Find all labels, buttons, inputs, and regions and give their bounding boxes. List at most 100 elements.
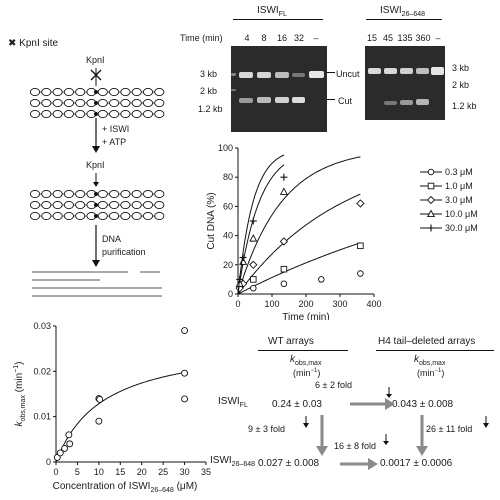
legend-marker <box>420 182 442 190</box>
gel-trunc-lane-label: 45 <box>382 33 393 43</box>
col1-k-label: kobs,max <box>290 354 321 367</box>
kpni-site-marker <box>94 112 98 116</box>
row2-label: ISWI26–648 <box>210 455 256 468</box>
series <box>236 154 288 295</box>
gel-trunc-marker-3kb: 3 kb <box>452 63 470 73</box>
nucleosome <box>75 98 86 108</box>
nucleosome <box>41 109 52 119</box>
nucleosome <box>142 211 154 221</box>
gel-fl-lane-label: – <box>313 33 319 43</box>
col1-header-rule <box>258 350 348 351</box>
nucleosome <box>97 189 108 199</box>
nucleosome <box>120 98 131 108</box>
data-point <box>280 265 288 273</box>
y-tick-label: 20 <box>223 260 233 270</box>
x-tick-label: 20 <box>137 467 147 477</box>
nucleosome <box>120 189 131 199</box>
x-tick-label: 30 <box>180 467 190 477</box>
kobs-concentration-chart: 0 0.01 0.02 0.03 0 5 10 15 20 25 30 35Concentration… <box>13 321 211 494</box>
nucleosome <box>154 189 165 199</box>
legend-marker <box>420 168 442 176</box>
legend-item: 10.0 μM <box>420 207 478 221</box>
gel-trunc-title-sub: 26–648 <box>401 11 426 18</box>
gel-fl-title-rule <box>233 19 323 20</box>
nucleosome <box>154 98 165 108</box>
nucleosome <box>120 200 131 210</box>
fit-curve <box>237 154 285 295</box>
gel-trunc-marker-2kb: 2 kb <box>452 80 470 90</box>
kpni-top-label: KpnI <box>86 55 105 65</box>
y-axis-label: kobs,max (min−1) <box>13 361 27 426</box>
nucleosome <box>41 211 52 221</box>
nucleosome <box>75 109 86 119</box>
y-axis-label: Cut DNA (%) <box>206 192 217 249</box>
data-point <box>56 449 64 457</box>
fold-bottom: 16 ± 8 fold <box>334 441 376 451</box>
legend-label: 3.0 μM <box>445 195 473 205</box>
time-label: Time (min) <box>180 33 223 43</box>
col2-header-rule <box>376 350 494 351</box>
step1-line2: + ATP <box>102 137 127 147</box>
uncut-label: Uncut <box>336 69 360 79</box>
step1-line1: + ISWI <box>102 124 130 134</box>
kpni-mid-label: KpnI <box>86 160 105 170</box>
cut-pointer <box>327 99 335 100</box>
gel-fl-title-sub: FL <box>278 11 287 18</box>
nucleosome <box>63 109 74 119</box>
nucleosome <box>75 200 86 210</box>
data-point <box>181 369 189 377</box>
kpni-site-marker <box>94 214 98 218</box>
gel-trunc-title-main: ISWI <box>380 5 402 16</box>
x-tick-label: 5 <box>75 467 80 477</box>
x-tick-label: 0 <box>53 467 58 477</box>
nucleosome <box>29 87 41 97</box>
data-point <box>249 234 258 242</box>
nucleosome <box>29 98 41 108</box>
kpni-legend: ✖ KpnI site <box>8 38 58 49</box>
gel-fl-marker-2kb: 2 kb <box>200 86 218 96</box>
data-point <box>318 276 325 283</box>
nucleosome <box>75 87 86 97</box>
legend-label: 1.0 μM <box>445 181 473 191</box>
nucleosome <box>131 98 142 108</box>
fit-curve <box>55 371 185 463</box>
gel-trunc-lane-label: 360 <box>415 33 431 43</box>
x-tick-label: 0 <box>235 299 240 309</box>
row1-label: ISWIFL <box>218 396 248 409</box>
nucleosome <box>75 189 86 199</box>
value-fl-h4: 0.043 ± 0.008 <box>392 399 454 410</box>
schematic-diagram <box>29 68 165 297</box>
nucleosome <box>109 109 120 119</box>
data-point <box>181 395 189 403</box>
data-point <box>357 242 364 250</box>
gel-fl-image <box>231 46 327 132</box>
data-point <box>426 195 436 205</box>
nucleosome <box>109 98 120 108</box>
nucleosome <box>131 200 142 210</box>
nucleosome <box>142 98 154 108</box>
y-tick-label: 0 <box>228 289 233 299</box>
x-tick-label: 200 <box>298 299 313 309</box>
kpni-site-marker <box>94 192 98 196</box>
dna-fragments <box>32 271 162 297</box>
gel-trunc-marker-1-2kb: 1.2 kb <box>452 101 477 111</box>
x-tick-label: 100 <box>264 299 279 309</box>
legend-item: 0.3 μM <box>420 165 478 179</box>
data-point <box>250 276 257 283</box>
nucleosome <box>142 87 154 97</box>
series <box>235 156 365 295</box>
nucleosome <box>154 211 165 221</box>
nucleosome <box>154 109 165 119</box>
nucleosome <box>154 87 165 97</box>
series <box>237 242 364 295</box>
nucleosome <box>41 87 52 97</box>
nucleosome <box>41 189 52 199</box>
time-course-legend: 0.3 μM 1.0 μM 3.0 μM 10.0 μM 30.0 μM <box>420 165 478 235</box>
nucleosome <box>97 87 108 97</box>
legend-item: 30.0 μM <box>420 221 478 235</box>
kpni-site-icon: ✖ <box>8 38 17 49</box>
y-tick-label: 80 <box>223 172 233 182</box>
x-tick-label: 300 <box>332 299 347 309</box>
gel-fl-marker-1-2kb: 1.2 kb <box>198 104 223 114</box>
gel-fl-lane-label: 4 <box>244 33 250 43</box>
